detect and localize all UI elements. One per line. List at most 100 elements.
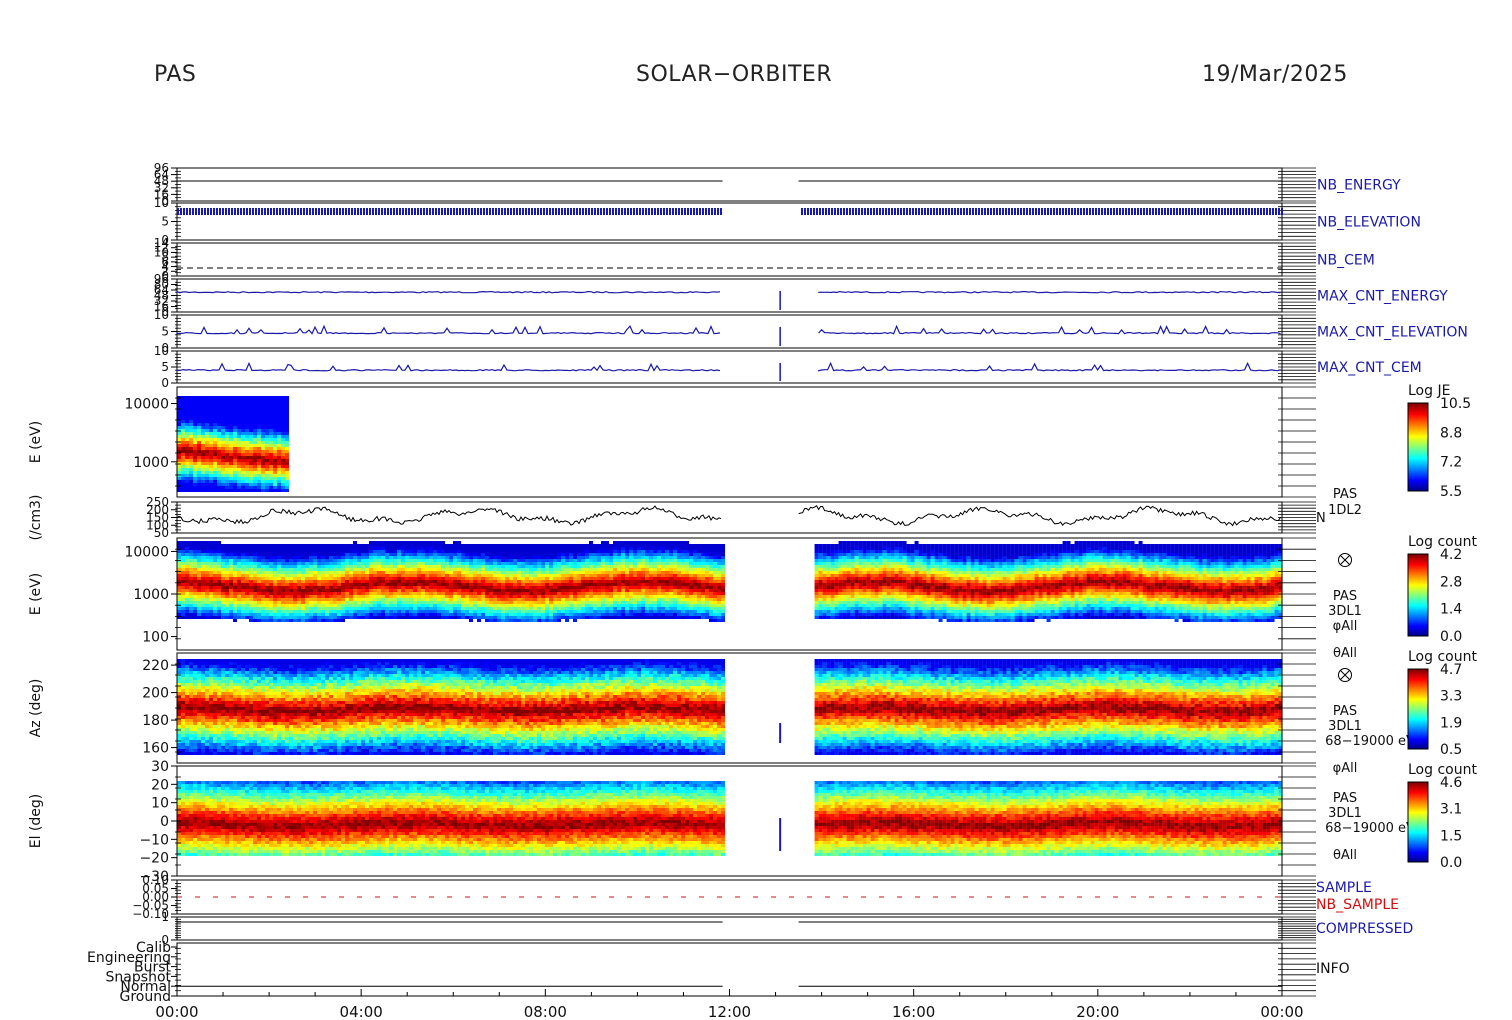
nb-elevation-trace: [522, 208, 524, 215]
nb-elevation-trace: [225, 208, 227, 215]
pas-3dl1-azimuth-right-label: φAll: [1333, 761, 1358, 776]
nb-elevation-trace: [816, 208, 818, 215]
nb-elevation-trace: [1095, 208, 1097, 215]
max-cnt-elevation-ytick-label: 10: [154, 308, 169, 322]
nb-elevation-trace: [450, 208, 452, 215]
nb-elevation-trace: [273, 208, 275, 215]
nb-elevation-trace: [1158, 208, 1160, 215]
sample-ytick-label: 0.05: [142, 882, 169, 896]
max-cnt-energy-ytick-label: 64: [154, 283, 169, 297]
pas-1dl2-density-trace: [176, 505, 722, 526]
nb-elevation-trace: [801, 208, 803, 215]
nb-elevation-trace: [1032, 208, 1034, 215]
nb-elevation-ytick-label: 5: [161, 215, 169, 229]
nb-elevation-trace: [1146, 208, 1148, 215]
nb-cem-ytick-label: 0: [161, 269, 169, 283]
pas-1dl2-spectrogram-colorbar-title: Log JE: [1408, 383, 1450, 399]
nb-elevation-trace: [984, 208, 986, 215]
pas-3dl1-energy-colorbar-tick: 4.2: [1440, 547, 1462, 563]
nb-elevation-trace: [1155, 208, 1157, 215]
nb-elevation-trace: [531, 208, 533, 215]
nb-elevation-trace: [642, 208, 644, 215]
nb-elevation-trace: [1137, 208, 1139, 215]
pas-3dl1-azimuth-ylabel: Az (deg): [28, 679, 44, 738]
nb-elevation-trace: [690, 208, 692, 215]
nb-elevation-trace: [597, 208, 599, 215]
nb-elevation-trace: [309, 208, 311, 215]
pas-3dl1-elevation-right-label: 3DL1: [1328, 806, 1362, 821]
max-cnt-energy-ytick-label: 48: [154, 289, 169, 303]
nb-elevation-trace: [267, 208, 269, 215]
nb-elevation-trace: [177, 208, 179, 215]
nb-elevation-trace: [288, 208, 290, 215]
nb-elevation-trace: [198, 208, 200, 215]
nb-elevation-trace: [927, 208, 929, 215]
nb-elevation-trace: [462, 208, 464, 215]
nb-elevation-trace: [828, 208, 830, 215]
nb-elevation-trace: [279, 208, 281, 215]
nb-elevation-trace: [216, 208, 218, 215]
nb-energy-ytick-label: 96: [154, 161, 169, 175]
nb-elevation-trace: [192, 208, 194, 215]
nb-elevation-trace: [228, 208, 230, 215]
nb-elevation-trace: [528, 208, 530, 215]
nb-elevation-trace: [345, 208, 347, 215]
nb-elevation-trace: [1278, 208, 1280, 215]
pas-1dl2-density-ytick-label: 250: [146, 495, 169, 509]
nb-elevation-trace: [1236, 208, 1238, 215]
nb-elevation-trace: [891, 208, 893, 215]
nb-elevation-trace: [252, 208, 254, 215]
nb-elevation-trace: [1188, 208, 1190, 215]
pas-3dl1-energy-right-label: PAS: [1333, 589, 1357, 604]
pas-3dl1-elevation-ytick-label: 10: [151, 796, 169, 812]
pas-3dl1-azimuth-right-label: 3DL1: [1328, 719, 1362, 734]
info-label: INFO: [1316, 961, 1350, 977]
pas-3dl1-elevation-right-label: θAll: [1333, 848, 1357, 863]
nb-elevation-trace: [669, 208, 671, 215]
nb-elevation-trace: [810, 208, 812, 215]
nb-elevation-trace: [315, 208, 317, 215]
nb-elevation-trace: [258, 208, 260, 215]
nb-elevation-trace: [1194, 208, 1196, 215]
pas-3dl1-energy-colorbar-tick: 1.4: [1440, 602, 1462, 618]
nb-elevation-trace: [903, 208, 905, 215]
nb-elevation-trace: [933, 208, 935, 215]
nb-elevation-trace: [519, 208, 521, 215]
pas-3dl1-azimuth-colorbar-tick: 4.7: [1440, 662, 1462, 678]
pas-3dl1-elevation-colorbar-tick: 1.5: [1440, 828, 1462, 844]
nb-elevation-trace: [714, 208, 716, 215]
nb-elevation-trace: [1107, 208, 1109, 215]
nb-elevation-trace: [963, 208, 965, 215]
nb-elevation-trace: [606, 208, 608, 215]
nb-elevation-trace: [180, 208, 182, 215]
max-cnt-energy-ytick-label: 0: [161, 305, 169, 319]
pas-3dl1-elevation-ytick-label: −10: [139, 832, 169, 848]
nb-elevation-trace: [1041, 208, 1043, 215]
nb-elevation-trace: [957, 208, 959, 215]
max-cnt-elevation-trace: [176, 324, 721, 335]
nb-elevation-trace: [342, 208, 344, 215]
nb-elevation-trace: [426, 208, 428, 215]
pas-3dl1-azimuth-ytick-label: 180: [142, 713, 169, 729]
nb-elevation-trace: [837, 208, 839, 215]
nb-elevation-trace: [1218, 208, 1220, 215]
nb-elevation-trace: [696, 208, 698, 215]
nb-elevation-trace: [972, 208, 974, 215]
pas-3dl1-azimuth-colorbar-title: Log count: [1408, 649, 1477, 665]
nb-elevation-trace: [1215, 208, 1217, 215]
nb-energy-label: NB_ENERGY: [1317, 178, 1401, 194]
nb-elevation-trace: [939, 208, 941, 215]
nb-elevation-trace: [1251, 208, 1253, 215]
nb-elevation-trace: [1212, 208, 1214, 215]
nb-elevation-trace: [996, 208, 998, 215]
nb-elevation-trace: [951, 208, 953, 215]
nb-elevation-trace: [201, 208, 203, 215]
pas-3dl1-elevation-colorbar-title: Log count: [1408, 762, 1477, 778]
nb-elevation-trace: [459, 208, 461, 215]
nb-cem-ytick-label: 12: [154, 241, 169, 255]
nb-elevation-trace: [1128, 208, 1130, 215]
nb-elevation-trace: [633, 208, 635, 215]
info-ytick-label: Snapshot: [106, 969, 172, 985]
nb-elevation-trace: [1056, 208, 1058, 215]
nb-elevation-trace: [552, 208, 554, 215]
